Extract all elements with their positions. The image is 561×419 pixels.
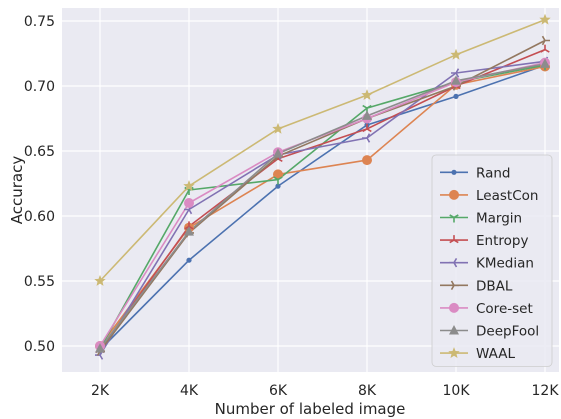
y-tick-label: 0.70 xyxy=(24,79,55,95)
y-tick-label: 0.75 xyxy=(24,14,55,30)
y-tick-label: 0.60 xyxy=(24,209,55,225)
legend-label-leastcon: LeastCon xyxy=(476,188,538,204)
data-point-entropy xyxy=(362,123,372,133)
x-tick-label: 2K xyxy=(91,383,110,399)
y-tick-label: 0.50 xyxy=(24,339,55,355)
data-point-leastcon xyxy=(273,169,283,180)
data-point-entropy xyxy=(184,221,194,230)
data-point-deepfool xyxy=(362,110,372,120)
x-tick-label: 4K xyxy=(180,383,199,399)
data-point-kmedian xyxy=(451,68,460,78)
series-markers xyxy=(94,13,551,360)
legend-label-dbal: DBAL xyxy=(476,278,513,294)
data-point-waal xyxy=(183,180,195,191)
legend-marker-kmedian xyxy=(449,257,458,268)
y-axis-label: Accuracy xyxy=(8,156,26,225)
data-point-deepfool xyxy=(451,75,461,85)
legend-marker-core-set xyxy=(449,302,459,313)
x-tick-label: 10K xyxy=(443,383,471,399)
series-line-waal xyxy=(99,18,546,282)
data-point-rand xyxy=(186,257,192,263)
legend-marker-waal xyxy=(448,347,460,358)
y-tick-label: 0.55 xyxy=(24,274,55,290)
legend-marker-entropy xyxy=(449,235,459,244)
x-axis-label: Number of labeled image xyxy=(215,400,406,418)
legend: Rand LeastCon Margin Entropy KMedian DBAL Core… xyxy=(431,154,553,367)
series-line-deepfool xyxy=(99,63,546,350)
data-point-waal xyxy=(361,89,373,100)
x-tick-labels: 2K 4K 6K 8K 10K 12K xyxy=(91,383,559,399)
y-tick-label: 0.65 xyxy=(24,144,55,160)
legend-label-deepfool: DeepFool xyxy=(476,324,539,340)
data-point-waal xyxy=(450,48,462,60)
data-point-rand xyxy=(275,183,281,189)
data-point-waal xyxy=(94,275,106,286)
data-point-entropy xyxy=(540,44,550,53)
x-tick-label: 8K xyxy=(358,383,377,399)
legend-label-rand: Rand xyxy=(476,165,510,181)
series-line-rand xyxy=(99,64,546,351)
series-lines xyxy=(99,18,546,356)
data-point-deepfool xyxy=(273,148,283,158)
data-point-leastcon xyxy=(362,155,372,166)
x-tick-label: 6K xyxy=(269,383,288,399)
data-point-dbal xyxy=(541,35,550,46)
legend-box xyxy=(431,154,553,367)
legend-marker-dbal xyxy=(450,280,459,291)
legend-label-entropy: Entropy xyxy=(476,233,528,249)
data-point-deepfool xyxy=(184,226,194,236)
series-line-kmedian xyxy=(99,60,546,356)
data-point-rand xyxy=(453,93,459,99)
data-point-waal xyxy=(539,13,551,25)
data-point-core-set xyxy=(184,198,194,208)
data-point-deepfool xyxy=(540,58,550,68)
data-point-waal xyxy=(272,122,284,134)
data-point-deepfool xyxy=(95,343,105,353)
data-point-kmedian xyxy=(362,133,371,143)
legend-label-core-set: Core-set xyxy=(476,301,533,317)
legend-marker-rand xyxy=(451,169,457,175)
x-tick-label: 12K xyxy=(532,383,560,399)
legend-marker-margin xyxy=(449,214,459,223)
legend-marker-deepfool xyxy=(449,325,459,335)
y-tick-labels: 0.50 0.55 0.60 0.65 0.70 0.75 xyxy=(24,14,55,355)
legend-marker-leastcon xyxy=(449,189,459,200)
series-line-entropy xyxy=(99,48,546,351)
legend-label-waal: WAAL xyxy=(476,346,515,362)
data-point-margin xyxy=(273,176,283,185)
legend-label-margin: Margin xyxy=(476,211,522,227)
legend-label-kmedian: KMedian xyxy=(476,256,534,272)
